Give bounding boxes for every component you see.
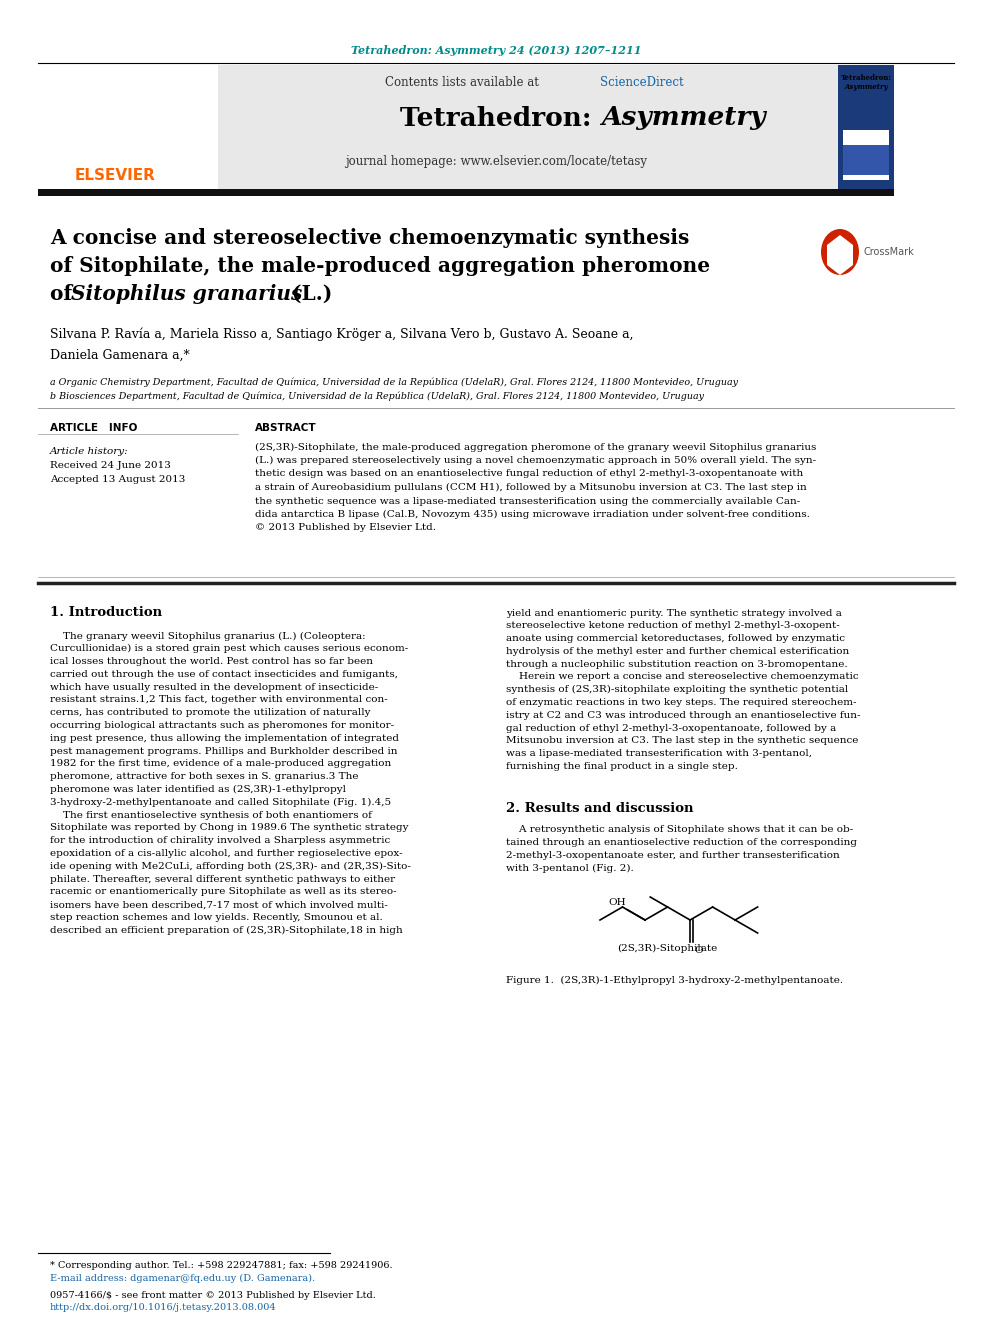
Text: Curcullionidae) is a stored grain pest which causes serious econom-: Curcullionidae) is a stored grain pest w…: [50, 644, 409, 654]
Text: http://dx.doi.org/10.1016/j.tetasy.2013.08.004: http://dx.doi.org/10.1016/j.tetasy.2013.…: [50, 1303, 277, 1312]
Text: (L.): (L.): [285, 284, 332, 304]
Text: gal reduction of ethyl 2-methyl-3-oxopentanoate, followed by a: gal reduction of ethyl 2-methyl-3-oxopen…: [506, 724, 836, 733]
Text: with 3-pentanol (Fig. 2).: with 3-pentanol (Fig. 2).: [506, 864, 634, 873]
Text: dida antarctica B lipase (Cal.B, Novozym 435) using microwave irradiation under : dida antarctica B lipase (Cal.B, Novozym…: [255, 509, 809, 519]
Text: of Sitophilate, the male-produced aggregation pheromone: of Sitophilate, the male-produced aggreg…: [50, 255, 710, 277]
Text: ELSEVIER: ELSEVIER: [74, 168, 156, 183]
Text: Figure 1.  (2S,3R)-1-Ethylpropyl 3-hydroxy-2-methylpentanoate.: Figure 1. (2S,3R)-1-Ethylpropyl 3-hydrox…: [506, 975, 843, 984]
Text: Asymmetry: Asymmetry: [601, 106, 766, 131]
Text: (2S,3R)-Sitophilate: (2S,3R)-Sitophilate: [617, 943, 717, 953]
Text: Contents lists available at: Contents lists available at: [385, 75, 543, 89]
Text: described an efficient preparation of (2S,3R)-Sitophilate,18 in high: described an efficient preparation of (2…: [50, 926, 403, 935]
Text: anoate using commercial ketoreductases, followed by enzymatic: anoate using commercial ketoreductases, …: [506, 634, 845, 643]
Bar: [843, 146, 889, 175]
Text: A concise and stereoselective chemoenzymatic synthesis: A concise and stereoselective chemoenzym…: [50, 228, 689, 247]
Text: ide opening with Me2CuLi, affording both (2S,3R)- and (2R,3S)-Sito-: ide opening with Me2CuLi, affording both…: [50, 861, 411, 871]
Text: ScienceDirect: ScienceDirect: [600, 75, 683, 89]
Text: which have usually resulted in the development of insecticide-: which have usually resulted in the devel…: [50, 683, 378, 692]
Text: philate. Thereafter, several different synthetic pathways to either: philate. Thereafter, several different s…: [50, 875, 395, 884]
Text: * Corresponding author. Tel.: +598 229247881; fax: +598 29241906.: * Corresponding author. Tel.: +598 22924…: [50, 1261, 393, 1270]
Text: 1. Introduction: 1. Introduction: [50, 606, 162, 619]
Text: E-mail address: dgamenar@fq.edu.uy (D. Gamenara).: E-mail address: dgamenar@fq.edu.uy (D. G…: [50, 1274, 315, 1282]
Text: furnishing the final product in a single step.: furnishing the final product in a single…: [506, 762, 738, 771]
Text: 1982 for the first time, evidence of a male-produced aggregation: 1982 for the first time, evidence of a m…: [50, 759, 391, 769]
Bar: [38, 65, 894, 191]
Text: The granary weevil Sitophilus granarius (L.) (Coleoptera:: The granary weevil Sitophilus granarius …: [50, 631, 366, 640]
Text: b Biosciences Department, Facultad de Química, Universidad de la República (Udel: b Biosciences Department, Facultad de Qu…: [50, 392, 704, 401]
Text: isomers have been described,7-17 most of which involved multi-: isomers have been described,7-17 most of…: [50, 900, 388, 909]
Text: through a nucleophilic substitution reaction on 3-bromopentane.: through a nucleophilic substitution reac…: [506, 660, 847, 668]
Text: Received 24 June 2013: Received 24 June 2013: [50, 462, 171, 471]
Text: Accepted 13 August 2013: Accepted 13 August 2013: [50, 475, 186, 484]
Text: racemic or enantiomerically pure Sitophilate as well as its stereo-: racemic or enantiomerically pure Sitophi…: [50, 888, 397, 897]
Text: thetic design was based on an enantioselective fungal reduction of ethyl 2-methy: thetic design was based on an enantiosel…: [255, 470, 804, 479]
Text: stereoselective ketone reduction of methyl 2-methyl-3-oxopent-: stereoselective ketone reduction of meth…: [506, 622, 840, 630]
Text: ical losses throughout the world. Pest control has so far been: ical losses throughout the world. Pest c…: [50, 658, 373, 665]
Text: pheromone, attractive for both sexes in S. granarius.3 The: pheromone, attractive for both sexes in …: [50, 773, 358, 782]
Bar: [38, 65, 218, 191]
Text: A retrosynthetic analysis of Sitophilate shows that it can be ob-: A retrosynthetic analysis of Sitophilate…: [506, 826, 853, 835]
Text: a strain of Aureobasidium pullulans (CCM H1), followed by a Mitsunobu inversion : a strain of Aureobasidium pullulans (CCM…: [255, 483, 806, 492]
Text: synthesis of (2S,3R)-sitophilate exploiting the synthetic potential: synthesis of (2S,3R)-sitophilate exploit…: [506, 685, 848, 695]
Text: 0957-4166/$ - see front matter © 2013 Published by Elsevier Ltd.: 0957-4166/$ - see front matter © 2013 Pu…: [50, 1290, 376, 1299]
Text: for the introduction of chirality involved a Sharpless asymmetric: for the introduction of chirality involv…: [50, 836, 390, 845]
Text: © 2013 Published by Elsevier Ltd.: © 2013 Published by Elsevier Ltd.: [255, 524, 436, 532]
Text: ABSTRACT: ABSTRACT: [255, 423, 316, 433]
Bar: [38, 189, 894, 196]
Text: the synthetic sequence was a lipase-mediated transesterification using the comme: the synthetic sequence was a lipase-medi…: [255, 496, 801, 505]
Text: tained through an enantioselective reduction of the corresponding: tained through an enantioselective reduc…: [506, 839, 857, 847]
Text: a Organic Chemistry Department, Facultad de Química, Universidad de la República: a Organic Chemistry Department, Facultad…: [50, 377, 738, 386]
Text: Tetrahedron:: Tetrahedron:: [840, 74, 892, 82]
Text: of: of: [50, 284, 79, 304]
Text: Daniela Gamenara a,*: Daniela Gamenara a,*: [50, 348, 189, 361]
Text: Article history:: Article history:: [50, 447, 129, 456]
Text: cerns, has contributed to promote the utilization of naturally: cerns, has contributed to promote the ut…: [50, 708, 370, 717]
Text: was a lipase-mediated transesterification with 3-pentanol,: was a lipase-mediated transesterificatio…: [506, 749, 812, 758]
Text: Mitsunobu inversion at C3. The last step in the synthetic sequence: Mitsunobu inversion at C3. The last step…: [506, 737, 858, 745]
Text: 3-hydroxy-2-methylpentanoate and called Sitophilate (Fig. 1).4,5: 3-hydroxy-2-methylpentanoate and called …: [50, 798, 391, 807]
Text: Herein we report a concise and stereoselective chemoenzymatic: Herein we report a concise and stereosel…: [506, 672, 859, 681]
Text: The first enantioselective synthesis of both enantiomers of: The first enantioselective synthesis of …: [50, 811, 372, 820]
Text: Silvana P. Ravía a, Mariela Risso a, Santiago Kröger a, Silvana Vero b, Gustavo : Silvana P. Ravía a, Mariela Risso a, San…: [50, 327, 634, 341]
Text: OH: OH: [608, 898, 626, 908]
Text: occurring biological attractants such as pheromones for monitor-: occurring biological attractants such as…: [50, 721, 394, 730]
Text: CrossMark: CrossMark: [864, 247, 915, 257]
Text: epoxidation of a cis-allylic alcohol, and further regioselective epox-: epoxidation of a cis-allylic alcohol, an…: [50, 849, 403, 859]
Text: pest management programs. Phillips and Burkholder described in: pest management programs. Phillips and B…: [50, 746, 398, 755]
Text: Tetrahedron:: Tetrahedron:: [400, 106, 600, 131]
Polygon shape: [827, 235, 853, 275]
Text: hydrolysis of the methyl ester and further chemical esterification: hydrolysis of the methyl ester and furth…: [506, 647, 849, 656]
Text: pheromone was later identified as (2S,3R)-1-ethylpropyl: pheromone was later identified as (2S,3R…: [50, 785, 346, 794]
Bar: [843, 130, 889, 180]
Text: istry at C2 and C3 was introduced through an enantioselective fun-: istry at C2 and C3 was introduced throug…: [506, 710, 860, 720]
Text: 2-methyl-3-oxopentanoate ester, and further transesterification: 2-methyl-3-oxopentanoate ester, and furt…: [506, 851, 840, 860]
Text: ing pest presence, thus allowing the implementation of integrated: ing pest presence, thus allowing the imp…: [50, 734, 399, 744]
Text: Tetrahedron: Asymmetry 24 (2013) 1207–1211: Tetrahedron: Asymmetry 24 (2013) 1207–12…: [351, 45, 641, 56]
Text: journal homepage: www.elsevier.com/locate/tetasy: journal homepage: www.elsevier.com/locat…: [345, 156, 647, 168]
Text: (L.) was prepared stereoselectively using a novel chemoenzymatic approach in 50%: (L.) was prepared stereoselectively usin…: [255, 456, 816, 466]
Text: Asymmetry: Asymmetry: [844, 83, 888, 91]
Text: Sitophilate was reported by Chong in 1989.6 The synthetic strategy: Sitophilate was reported by Chong in 198…: [50, 823, 409, 832]
Text: ARTICLE   INFO: ARTICLE INFO: [50, 423, 137, 433]
Bar: [838, 65, 894, 191]
Text: carried out through the use of contact insecticides and fumigants,: carried out through the use of contact i…: [50, 669, 398, 679]
Text: O: O: [694, 946, 702, 955]
Text: Sitophilus granarius: Sitophilus granarius: [71, 284, 303, 304]
Text: of enzymatic reactions in two key steps. The required stereochem-: of enzymatic reactions in two key steps.…: [506, 699, 856, 706]
Text: 2. Results and discussion: 2. Results and discussion: [506, 802, 693, 815]
Text: yield and enantiomeric purity. The synthetic strategy involved a: yield and enantiomeric purity. The synth…: [506, 609, 842, 618]
Text: step reaction schemes and low yields. Recently, Smounou et al.: step reaction schemes and low yields. Re…: [50, 913, 383, 922]
Text: resistant strains.1,2 This fact, together with environmental con-: resistant strains.1,2 This fact, togethe…: [50, 696, 388, 705]
Text: (2S,3R)-Sitophilate, the male-produced aggregation pheromone of the granary weev: (2S,3R)-Sitophilate, the male-produced a…: [255, 442, 816, 451]
Ellipse shape: [821, 229, 859, 275]
